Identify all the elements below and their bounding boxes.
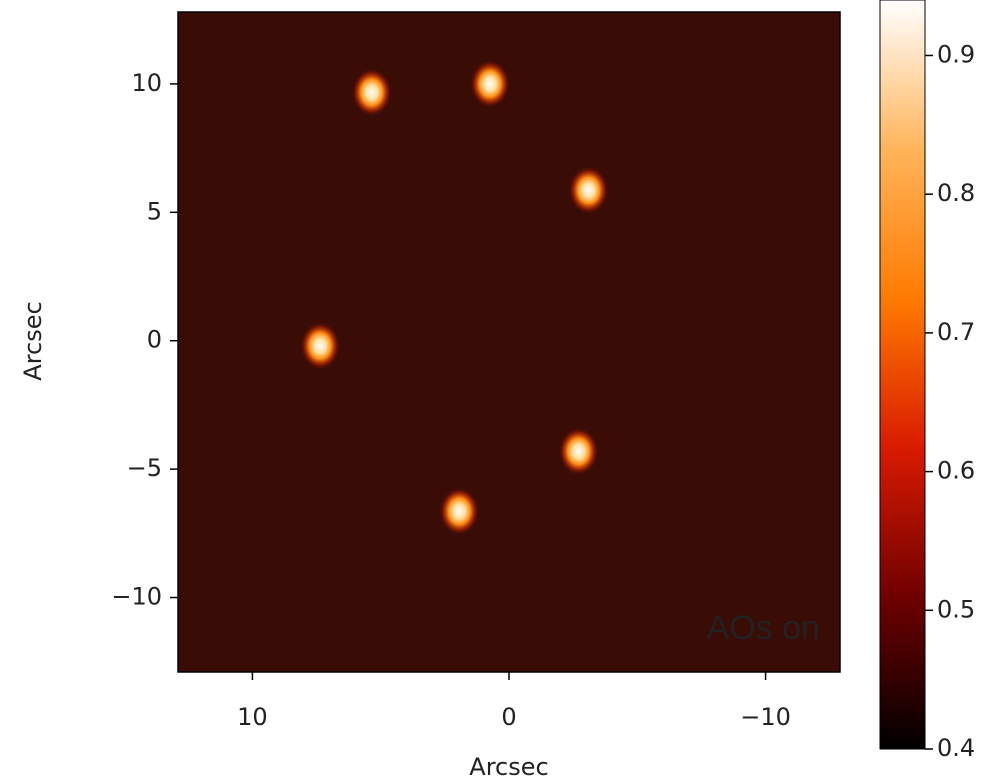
star — [558, 427, 599, 476]
star — [470, 59, 511, 108]
y-axis-label: Arcsec — [19, 301, 47, 380]
star — [439, 487, 480, 536]
colorbar-tick-label: 0.5 — [937, 595, 975, 623]
y-tick-label: 0 — [147, 326, 162, 354]
y-tick-label: −5 — [127, 454, 162, 482]
colorbar-tick-label: 0.8 — [937, 179, 975, 207]
y-tick-label: −10 — [111, 583, 162, 611]
image-background — [178, 12, 840, 672]
y-tick-label: 10 — [131, 69, 162, 97]
star — [300, 321, 341, 370]
colorbar-tick-label: 0.9 — [937, 40, 975, 68]
star — [351, 68, 392, 117]
colorbar — [879, 0, 926, 750]
x-tick-label: −10 — [740, 703, 791, 731]
annotation: AOs on — [707, 609, 820, 647]
x-tick-label: 10 — [237, 703, 268, 731]
x-axis-label: Arcsec — [469, 753, 548, 781]
x-tick-label: 0 — [501, 703, 516, 731]
star — [568, 166, 609, 215]
y-tick-label: 5 — [147, 197, 162, 225]
colorbar-tick-label: 0.6 — [937, 457, 975, 485]
colorbar-tick-label: 0.7 — [937, 318, 975, 346]
colorbar-tick-label: 0.4 — [937, 734, 975, 762]
